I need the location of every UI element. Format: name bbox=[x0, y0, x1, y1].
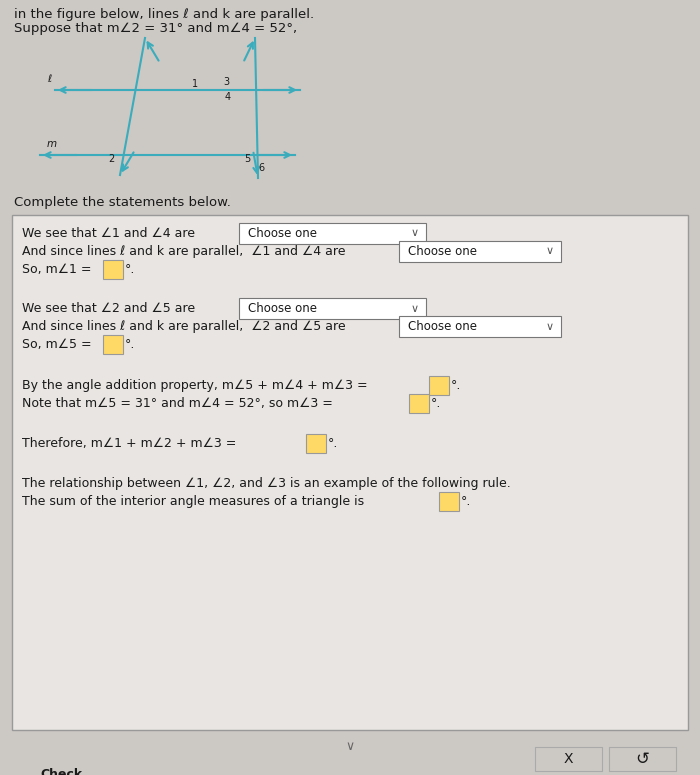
Text: ∨: ∨ bbox=[546, 322, 554, 332]
Text: Complete the statements below.: Complete the statements below. bbox=[14, 196, 231, 209]
Text: Choose one: Choose one bbox=[248, 227, 317, 240]
Text: °.: °. bbox=[431, 397, 442, 410]
Text: Therefore, m∠1 + m∠2 + m∠3 =: Therefore, m∠1 + m∠2 + m∠3 = bbox=[22, 437, 240, 450]
Text: Note that m∠5 = 31° and m∠4 = 52°, so m∠3 =: Note that m∠5 = 31° and m∠4 = 52°, so m∠… bbox=[22, 397, 337, 410]
Text: Choose one: Choose one bbox=[408, 245, 477, 258]
Text: 2: 2 bbox=[108, 154, 114, 164]
Text: 6: 6 bbox=[258, 163, 264, 173]
FancyBboxPatch shape bbox=[103, 335, 123, 354]
Text: Choose one: Choose one bbox=[248, 302, 317, 315]
FancyBboxPatch shape bbox=[12, 215, 688, 730]
Text: °.: °. bbox=[461, 495, 471, 508]
FancyBboxPatch shape bbox=[609, 747, 676, 771]
Text: °.: °. bbox=[125, 338, 135, 351]
FancyBboxPatch shape bbox=[103, 260, 123, 279]
Text: 3: 3 bbox=[223, 77, 229, 87]
Text: And since lines ℓ and k are parallel,  ∠2 and ∠5 are: And since lines ℓ and k are parallel, ∠2… bbox=[22, 320, 349, 333]
Text: 5: 5 bbox=[244, 154, 250, 164]
Text: We see that ∠1 and ∠4 are: We see that ∠1 and ∠4 are bbox=[22, 227, 199, 240]
FancyBboxPatch shape bbox=[306, 434, 326, 453]
FancyBboxPatch shape bbox=[429, 376, 449, 395]
Text: °.: °. bbox=[328, 437, 338, 450]
Text: m: m bbox=[47, 139, 57, 149]
Text: ∨: ∨ bbox=[546, 246, 554, 257]
FancyBboxPatch shape bbox=[535, 747, 602, 771]
Text: Suppose that m∠2 = 31° and m∠4 = 52°,: Suppose that m∠2 = 31° and m∠4 = 52°, bbox=[14, 22, 297, 35]
Text: ∨: ∨ bbox=[411, 229, 419, 239]
Text: X: X bbox=[564, 752, 573, 766]
Text: 4: 4 bbox=[225, 92, 231, 102]
Text: Check: Check bbox=[40, 768, 82, 775]
FancyBboxPatch shape bbox=[409, 394, 429, 413]
FancyBboxPatch shape bbox=[239, 223, 426, 244]
Text: ↺: ↺ bbox=[635, 750, 649, 768]
Text: So, m∠1 =: So, m∠1 = bbox=[22, 263, 95, 276]
Text: The relationship between ∠1, ∠2, and ∠3 is an example of the following rule.: The relationship between ∠1, ∠2, and ∠3 … bbox=[22, 477, 511, 490]
FancyBboxPatch shape bbox=[439, 492, 459, 511]
Text: And since lines ℓ and k are parallel,  ∠1 and ∠4 are: And since lines ℓ and k are parallel, ∠1… bbox=[22, 245, 349, 258]
Text: in the figure below, lines ℓ and k are parallel.: in the figure below, lines ℓ and k are p… bbox=[14, 8, 314, 21]
Text: 1: 1 bbox=[192, 79, 198, 89]
Text: ∨: ∨ bbox=[411, 304, 419, 314]
Text: We see that ∠2 and ∠5 are: We see that ∠2 and ∠5 are bbox=[22, 302, 199, 315]
FancyBboxPatch shape bbox=[239, 298, 426, 319]
Text: °.: °. bbox=[125, 263, 135, 276]
Text: ℓ: ℓ bbox=[47, 74, 51, 84]
FancyBboxPatch shape bbox=[399, 241, 561, 262]
Text: ∨: ∨ bbox=[345, 740, 355, 753]
FancyBboxPatch shape bbox=[399, 316, 561, 337]
Text: So, m∠5 =: So, m∠5 = bbox=[22, 338, 96, 351]
Text: °.: °. bbox=[451, 379, 461, 392]
Text: By the angle addition property, m∠5 + m∠4 + m∠3 =: By the angle addition property, m∠5 + m∠… bbox=[22, 379, 372, 392]
Text: The sum of the interior angle measures of a triangle is: The sum of the interior angle measures o… bbox=[22, 495, 368, 508]
Text: Choose one: Choose one bbox=[408, 320, 477, 333]
